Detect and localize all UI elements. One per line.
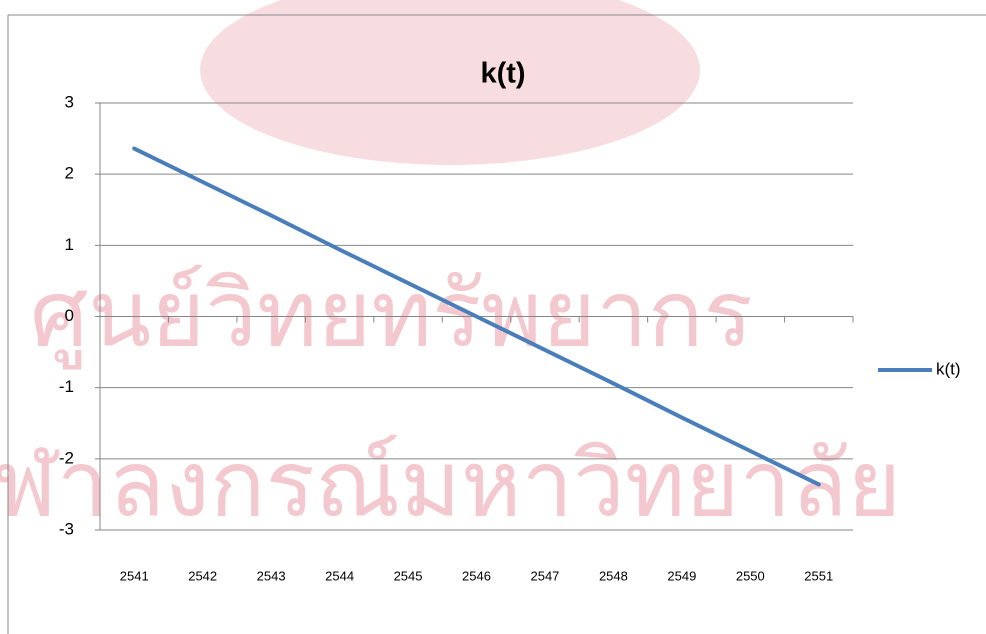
- x-tick-label: 2544: [325, 568, 354, 583]
- x-tick-label: 2549: [667, 568, 696, 583]
- x-tick-label: 2546: [462, 568, 491, 583]
- y-tick-label: 2: [65, 164, 74, 183]
- x-tick-label: 2548: [599, 568, 628, 583]
- x-tick-label: 2543: [257, 568, 286, 583]
- x-tick-label: 2547: [530, 568, 559, 583]
- x-tick-label: 2550: [736, 568, 765, 583]
- x-tick-label: 2551: [804, 568, 833, 583]
- x-tick-label: 2542: [188, 568, 217, 583]
- y-tick-label: -2: [59, 448, 74, 467]
- watermark-text: จุฬาลงกรณ์มหาวิทยาลัย: [0, 430, 901, 540]
- y-tick-label: -3: [59, 519, 74, 538]
- y-tick-label: -1: [59, 377, 74, 396]
- watermark-text: ศูนย์วิทยทรัพยากร: [30, 260, 753, 369]
- y-tick-label: 0: [65, 306, 74, 325]
- legend-label: k(t): [936, 359, 961, 378]
- y-tick-label: 3: [65, 92, 74, 111]
- y-tick-label: 1: [65, 235, 74, 254]
- x-tick-label: 2541: [120, 568, 149, 583]
- watermark-emblem: [200, 0, 700, 165]
- line-series: [132, 146, 821, 487]
- chart-title: k(t): [480, 58, 525, 90]
- x-tick-label: 2545: [394, 568, 423, 583]
